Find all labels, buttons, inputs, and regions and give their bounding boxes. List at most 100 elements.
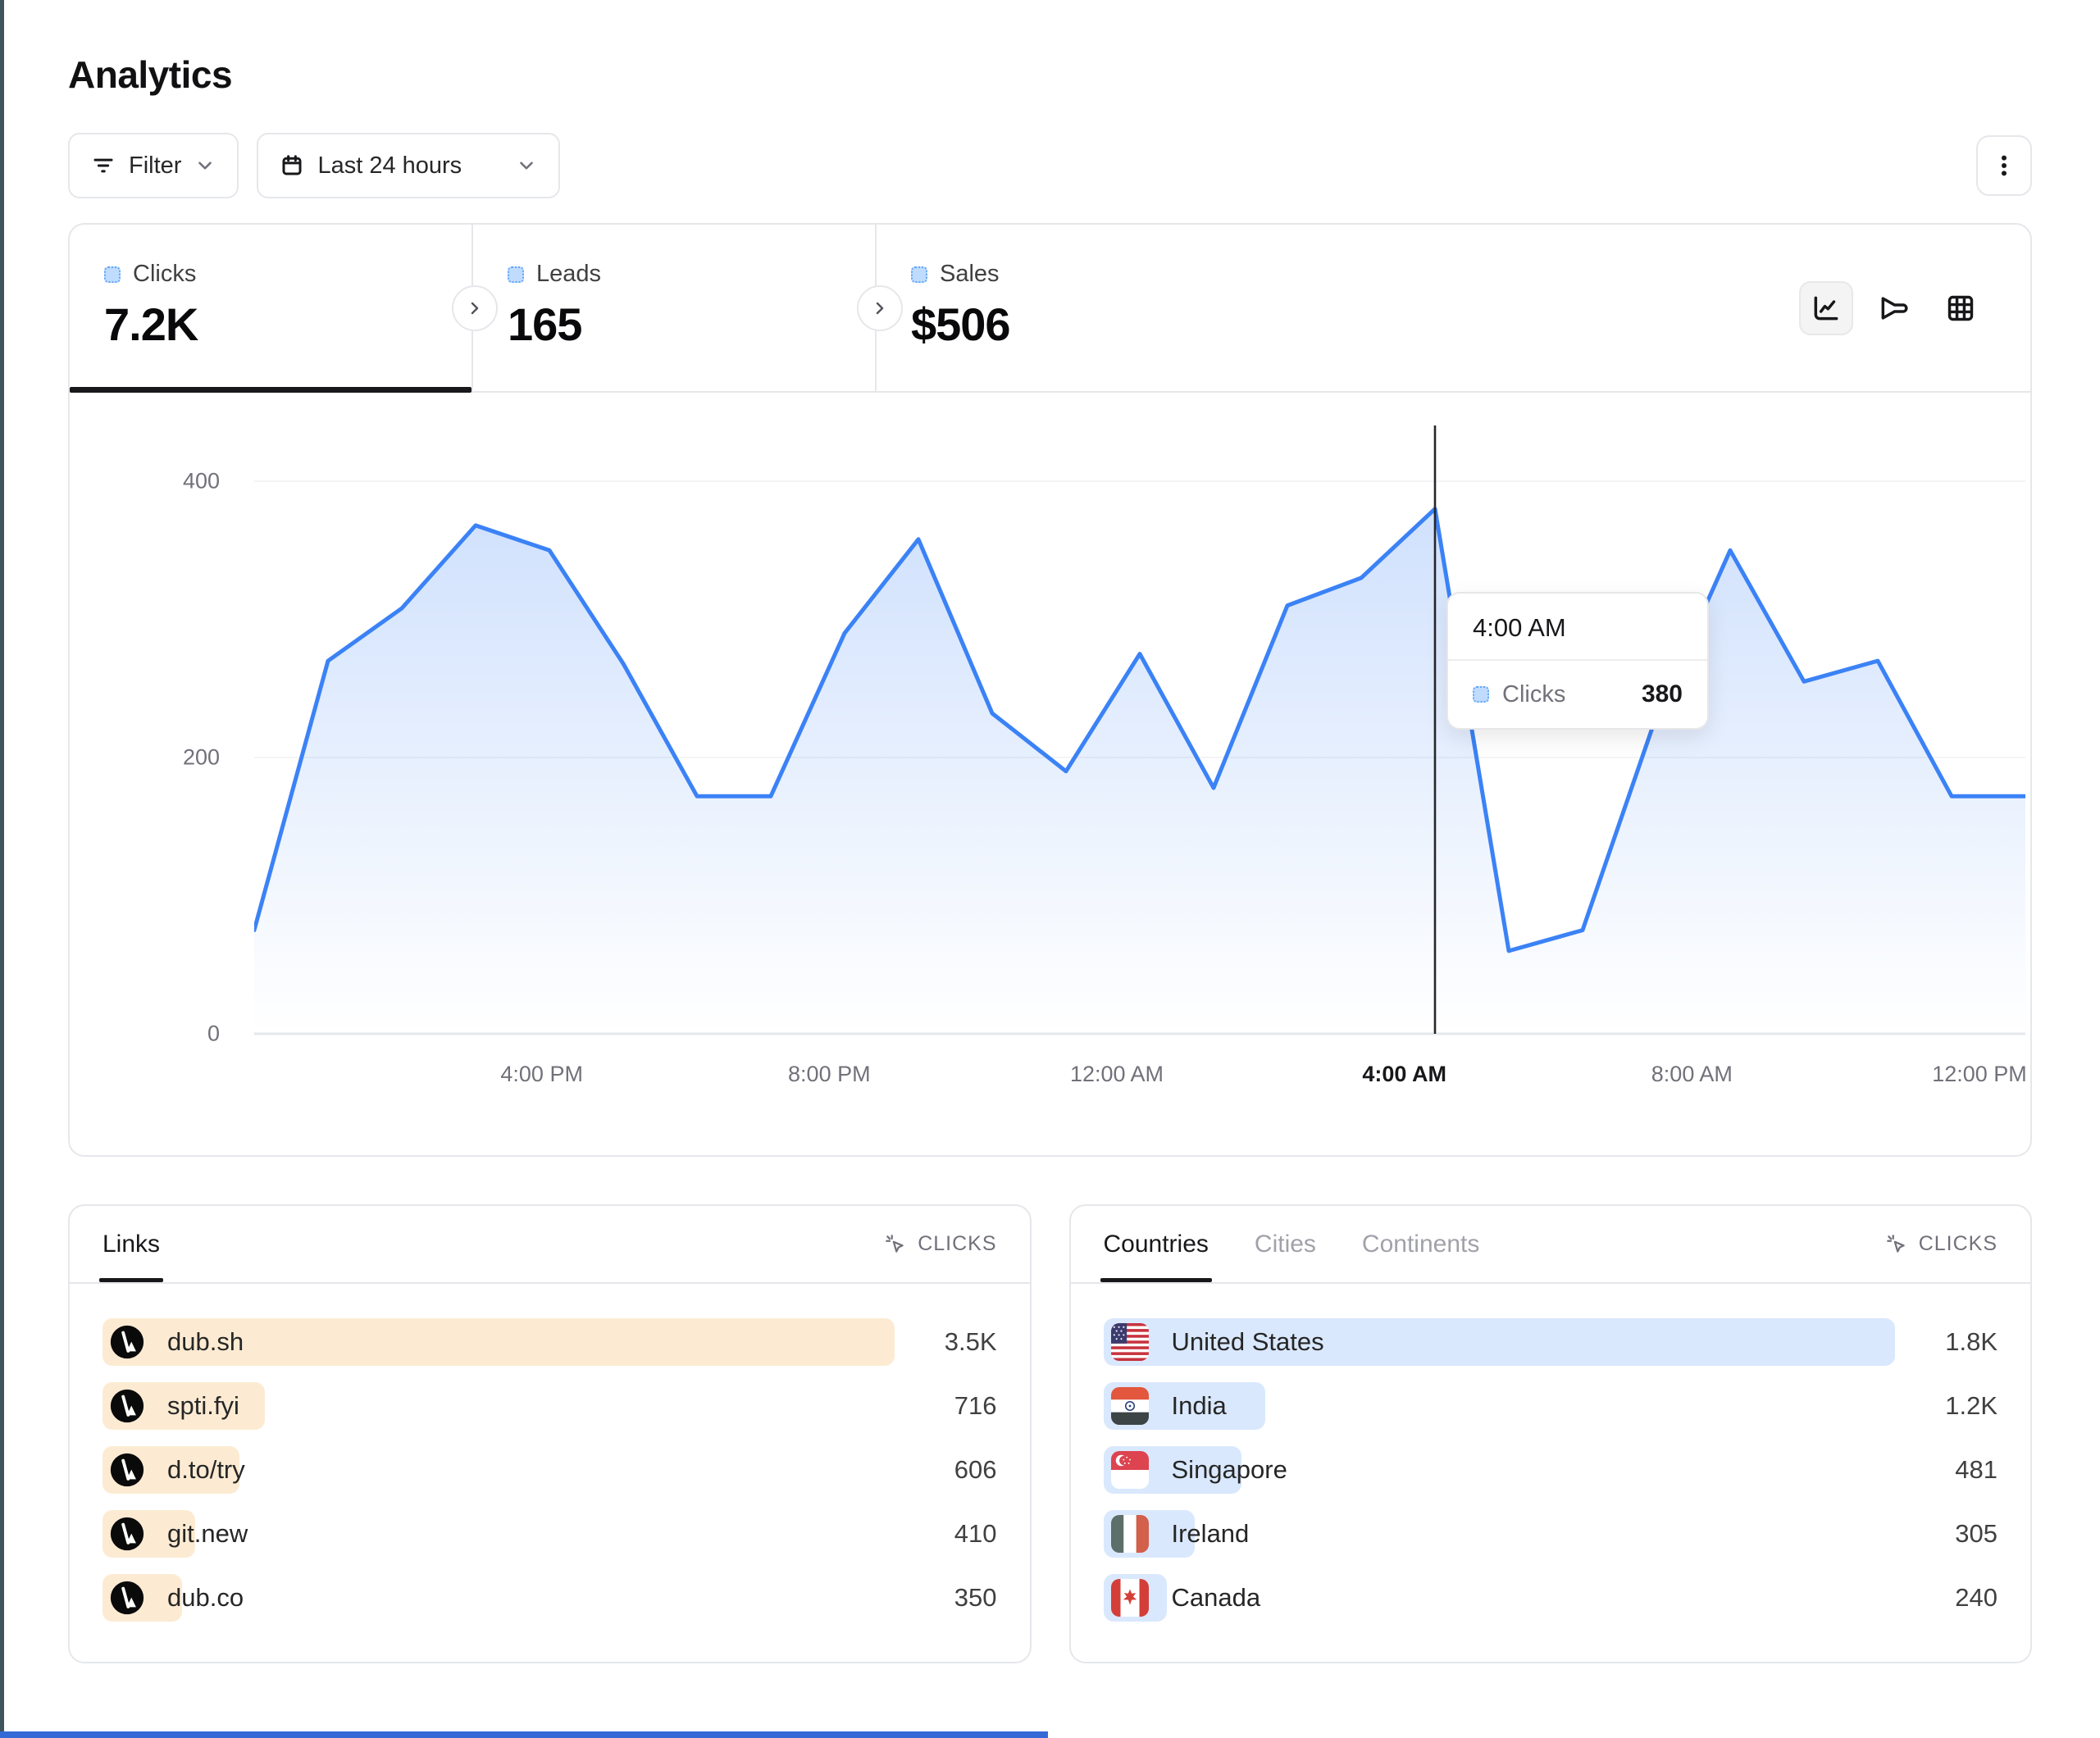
- country-row[interactable]: Ireland 305: [1103, 1510, 1998, 1558]
- tab-sales[interactable]: Sales $506: [877, 225, 1269, 391]
- link-row[interactable]: git.new 410: [102, 1510, 997, 1558]
- countries-card: Countries Cities Continents CLICKS: [1068, 1204, 2032, 1663]
- expand-leads-button[interactable]: [452, 284, 498, 331]
- link-row[interactable]: d.to/try 606: [102, 1446, 997, 1494]
- country-clicks: 305: [1955, 1519, 1998, 1548]
- tooltip-time: 4:00 AM: [1448, 594, 1707, 661]
- dub-logo-icon: [110, 1581, 144, 1615]
- link-clicks: 606: [954, 1455, 997, 1484]
- chevron-down-icon: [198, 162, 212, 170]
- country-label: Ireland: [1171, 1519, 1250, 1548]
- link-clicks: 350: [954, 1583, 997, 1612]
- clicks-line: [254, 509, 2025, 951]
- india-flag-icon: [1110, 1387, 1149, 1425]
- link-clicks: 3.5K: [944, 1327, 997, 1356]
- calendar-icon: [282, 155, 302, 175]
- grid-icon: [1947, 295, 1974, 321]
- screen-edge-artifact-bottom: [0, 1731, 1048, 1738]
- country-clicks: 481: [1955, 1455, 1998, 1484]
- date-range-label: Last 24 hours: [317, 152, 462, 179]
- y-tick-200: 200: [182, 744, 220, 770]
- date-range-button[interactable]: Last 24 hours: [257, 133, 561, 198]
- filter-icon: [93, 158, 113, 173]
- page-title: Analytics: [68, 53, 233, 96]
- chevron-right-icon: [471, 302, 479, 314]
- more-menu-button[interactable]: [1976, 135, 2032, 196]
- links-list: dub.sh 3.5K spti.fyi: [70, 1284, 1030, 1622]
- country-bar: [1103, 1318, 1895, 1366]
- country-row[interactable]: India 1.2K: [1103, 1382, 1998, 1430]
- link-bar: [102, 1318, 895, 1366]
- toolbar-left: Filter Last 24 hours: [68, 133, 561, 198]
- line-chart-view-button[interactable]: [1799, 280, 1853, 335]
- link-clicks: 716: [954, 1391, 997, 1420]
- links-metric-toggle[interactable]: CLICKS: [883, 1232, 996, 1257]
- link-row[interactable]: dub.sh 3.5K: [102, 1318, 997, 1366]
- tab-continents[interactable]: Continents: [1361, 1230, 1480, 1258]
- chart-tooltip: 4:00 AM Clicks 380: [1446, 592, 1709, 730]
- chart-view-switch: [1799, 280, 1988, 335]
- cursor-click-icon: [1886, 1234, 1905, 1253]
- country-label: Singapore: [1171, 1455, 1287, 1484]
- expand-sales-button[interactable]: [857, 284, 903, 331]
- country-row[interactable]: Singapore 481: [1103, 1446, 1998, 1494]
- country-row[interactable]: United States 1.8K: [1103, 1318, 1998, 1366]
- clicks-area-chart[interactable]: 400 200 0 4:0: [70, 393, 2030, 1155]
- x-tick-1: 4:00 PM: [500, 1062, 583, 1086]
- sales-label: Sales: [940, 261, 1000, 287]
- links-card-header: Links CLICKS: [70, 1206, 1030, 1284]
- filter-button[interactable]: Filter: [68, 133, 239, 198]
- funnel-icon: [1881, 296, 1908, 320]
- link-row[interactable]: dub.co 350: [102, 1574, 997, 1622]
- link-clicks: 410: [954, 1519, 997, 1548]
- funnel-view-button[interactable]: [1866, 281, 1920, 335]
- tab-links[interactable]: Links: [99, 1206, 164, 1282]
- countries-metric-toggle[interactable]: CLICKS: [1884, 1232, 1998, 1257]
- link-label: git.new: [167, 1519, 248, 1548]
- tab-cities[interactable]: Cities: [1254, 1230, 1316, 1258]
- y-tick-0: 0: [207, 1021, 220, 1046]
- x-tick-2: 8:00 PM: [788, 1062, 871, 1086]
- links-card: Links CLICKS: [68, 1204, 1032, 1663]
- x-axis: 4:00 PM 8:00 PM 12:00 AM 4:00 AM 8:00 AM…: [254, 1062, 2026, 1098]
- ellipsis-vertical-icon: [2002, 155, 2007, 176]
- table-view-button[interactable]: [1934, 281, 1988, 335]
- country-clicks: 1.2K: [1945, 1391, 1998, 1420]
- cursor-click-icon: [886, 1234, 904, 1253]
- leads-legend-swatch: [508, 266, 524, 283]
- analytics-chart-card: Clicks 7.2K Leads 165 Sales $506: [68, 223, 2032, 1157]
- country-label: Canada: [1171, 1583, 1261, 1612]
- x-tick-3: 12:00 AM: [1069, 1062, 1164, 1086]
- tooltip-series: Clicks: [1502, 680, 1566, 707]
- tab-leads[interactable]: Leads 165: [473, 225, 877, 391]
- dub-logo-icon: [110, 1325, 144, 1359]
- countries-card-header: Countries Cities Continents CLICKS: [1070, 1206, 2030, 1284]
- filter-label: Filter: [129, 152, 182, 179]
- country-clicks: 1.8K: [1945, 1327, 1998, 1356]
- canada-flag-icon: [1110, 1579, 1149, 1617]
- bottom-cards: Links CLICKS: [68, 1204, 2032, 1663]
- tooltip-legend-swatch: [1473, 686, 1489, 703]
- chevron-down-icon: [520, 162, 534, 170]
- area-fill: [254, 508, 2025, 1034]
- chevron-right-icon: [876, 302, 884, 314]
- link-row[interactable]: spti.fyi 716: [102, 1382, 997, 1430]
- toolbar: Filter Last 24 hours: [68, 133, 2032, 198]
- link-label: dub.sh: [167, 1327, 244, 1356]
- x-tick-6: 12:00 PM: [1932, 1062, 2027, 1086]
- dub-logo-icon: [110, 1453, 144, 1487]
- dub-logo-icon: [110, 1517, 144, 1551]
- line-chart-icon: [1814, 296, 1838, 320]
- clicks-label: Clicks: [133, 261, 197, 287]
- tab-clicks[interactable]: Clicks 7.2K: [70, 225, 473, 393]
- us-flag-icon: [1110, 1323, 1149, 1361]
- dub-logo-icon: [110, 1389, 144, 1423]
- sales-value: $506: [911, 298, 1011, 350]
- sales-legend-swatch: [911, 266, 927, 283]
- country-row[interactable]: Canada 240: [1103, 1574, 1998, 1622]
- tab-countries[interactable]: Countries: [1100, 1206, 1212, 1282]
- y-tick-400: 400: [182, 468, 220, 494]
- clicks-value: 7.2K: [104, 298, 198, 350]
- leads-label: Leads: [536, 261, 602, 287]
- link-label: dub.co: [167, 1583, 244, 1612]
